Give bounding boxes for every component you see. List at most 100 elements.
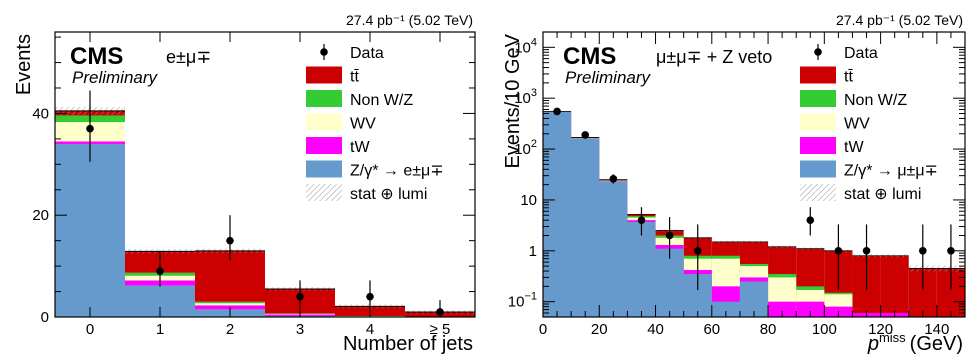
left-lumi-label: 27.4 pb⁻¹ (5.02 TeV) xyxy=(346,12,473,28)
left-frame xyxy=(54,31,476,318)
right-legend-label-data: Data xyxy=(844,45,878,62)
right-y-tick-label-4: 103 xyxy=(514,87,537,107)
right-legend-label-tw: tW xyxy=(844,139,864,156)
right-bar-dy-2 xyxy=(599,181,628,317)
right-legend-swatch-nonwz xyxy=(800,90,836,107)
left-legend-label-ttbar: tt̄ xyxy=(350,69,359,86)
left-plot-area xyxy=(55,90,475,317)
right-bar-dy-3 xyxy=(627,221,656,317)
right-bar-dy-6 xyxy=(711,301,740,317)
right-data-point-3 xyxy=(637,216,646,224)
left-x-tick-label-4: 4 xyxy=(366,321,374,338)
right-bar-dy-4 xyxy=(655,248,684,317)
left-x-tick-label-5: ≥ 5 xyxy=(430,321,451,338)
right-preliminary-label: Preliminary xyxy=(565,68,652,87)
right-lumi-label: 27.4 pb⁻¹ (5.02 TeV) xyxy=(836,12,963,28)
left-legend-swatch-dy xyxy=(306,160,342,178)
left-legend-swatch-nonwz xyxy=(306,90,342,107)
right-legend-label-unc: stat ⊕ lumi xyxy=(844,186,921,203)
left-data-point-0 xyxy=(86,124,94,133)
left-bar-nonwz-2 xyxy=(195,301,265,304)
right-legend-swatch-wv xyxy=(800,113,836,131)
right-x-tick-label-60: 60 xyxy=(703,321,720,338)
right-x-tick-label-0: 0 xyxy=(539,321,547,338)
left-data-point-3 xyxy=(296,292,304,301)
right-x-axis-title-unit: (GeV) xyxy=(910,333,963,355)
left-y-axis-title: Events xyxy=(13,34,35,95)
right-x-tick-label-140: 140 xyxy=(924,321,949,338)
left-data-point-1 xyxy=(156,267,164,275)
right-bar-tw-8 xyxy=(768,301,797,317)
right-bar-tw-9 xyxy=(796,301,825,317)
right-cms-label: CMS xyxy=(563,43,616,70)
right-legend: Data tt̄ Non W/Z WV tW Z/γ* → μ±μ∓ stat ⊕ lumi xyxy=(800,44,938,203)
right-y-tick-label-5: 104 xyxy=(514,36,537,56)
right-legend-swatch-tw xyxy=(800,137,836,154)
right-y-tick-label-2: 10 xyxy=(520,192,537,209)
left-legend-label-data: Data xyxy=(350,45,384,62)
left-data-point-2 xyxy=(226,236,234,245)
right-legend-label-wv: WV xyxy=(844,116,870,133)
right-legend-marker-data-point xyxy=(814,48,822,56)
left-axes: 0 20 40 0 1 2 3 4 ≥ 5 xyxy=(32,32,475,338)
right-y-tick-label-1: 1 xyxy=(529,243,537,260)
right-data-point-0 xyxy=(553,107,561,116)
left-y-tick-label-40: 40 xyxy=(32,105,49,122)
right-data-point-5 xyxy=(693,247,702,255)
right-x-axis-title-main: p xyxy=(867,333,879,355)
right-data-point-6 xyxy=(806,216,815,224)
right-axes: 10−1 1 10 102 103 104 0 20 40 60 80 100 120 140 xyxy=(508,31,966,338)
left-legend: Data tt̄ Non W/Z WV tW Z/γ* → e±μ∓ stat ⊕ lumi xyxy=(306,44,444,203)
right-x-tick-label-100: 100 xyxy=(812,321,837,338)
right-x-axis-title: pmiss (GeV) xyxy=(867,330,963,355)
left-legend-label-wv: WV xyxy=(350,116,376,133)
right-data-point-1 xyxy=(581,131,589,139)
right-data-point-10 xyxy=(947,247,955,255)
left-x-axis-title: Number of jets xyxy=(343,333,473,355)
right-legend-swatch-dy xyxy=(800,160,836,178)
right-legend-label-ttbar: tt̄ xyxy=(844,69,853,86)
right-bar-ttbar-12 xyxy=(880,255,909,317)
left-x-tick-label-2: 2 xyxy=(226,321,234,338)
right-x-tick-label-20: 20 xyxy=(591,321,608,338)
left-x-tick-label-3: 3 xyxy=(296,321,304,338)
right-y-axis-title: Events/10 GeV xyxy=(502,33,524,168)
left-channel-label: e±μ∓ xyxy=(166,47,211,67)
right-x-tick-label-40: 40 xyxy=(647,321,664,338)
right-y-tick-label-3: 102 xyxy=(514,138,537,158)
left-legend-label-dy: Z/γ* → e±μ∓ xyxy=(350,163,444,180)
right-y-tick-label-0: 10−1 xyxy=(508,291,537,311)
right-bar-dy-1 xyxy=(571,138,600,317)
left-chart: 27.4 pb⁻¹ (5.02 TeV) 0 20 40 0 1 2 3 4 ≥ 5 CMS P… xyxy=(13,12,476,355)
left-bar-wv-2 xyxy=(195,303,265,306)
right-data-point-4 xyxy=(665,231,674,240)
left-legend-swatch-unc xyxy=(306,184,342,201)
right-x-axis-title-sup: miss xyxy=(879,330,906,345)
left-legend-swatch-tw xyxy=(306,137,342,154)
left-bar-dy-0 xyxy=(55,143,125,317)
right-legend-label-dy: Z/γ* → μ±μ∓ xyxy=(844,163,938,180)
left-data-point-4 xyxy=(366,292,374,301)
left-legend-swatch-wv xyxy=(306,113,342,131)
left-x-tick-label-1: 1 xyxy=(156,321,164,338)
left-legend-label-nonwz: Non W/Z xyxy=(350,92,413,109)
right-bar-dy-0 xyxy=(543,111,572,317)
left-y-tick-label-0: 0 xyxy=(41,309,49,326)
left-legend-marker-data-point xyxy=(320,48,328,56)
right-chart: 27.4 pb⁻¹ (5.02 TeV) 10−1 1 10 102 103 104 0 20… xyxy=(502,12,966,355)
right-x-tick-label-80: 80 xyxy=(760,321,777,338)
left-cms-label: CMS xyxy=(70,43,123,70)
left-x-tick-label-0: 0 xyxy=(86,321,94,338)
right-legend-swatch-unc xyxy=(800,184,836,201)
left-preliminary-label: Preliminary xyxy=(72,68,159,87)
right-legend-swatch-ttbar xyxy=(800,66,836,84)
left-y-tick-label-20: 20 xyxy=(32,207,49,224)
right-legend-label-nonwz: Non W/Z xyxy=(844,92,907,109)
right-data-point-2 xyxy=(609,175,618,183)
right-data-point-8 xyxy=(862,247,871,255)
right-x-tick-label-120: 120 xyxy=(868,321,893,338)
right-plot-area xyxy=(543,107,965,317)
left-legend-swatch-ttbar xyxy=(306,66,342,84)
right-data-point-7 xyxy=(834,247,843,255)
left-legend-label-unc: stat ⊕ lumi xyxy=(350,186,427,203)
